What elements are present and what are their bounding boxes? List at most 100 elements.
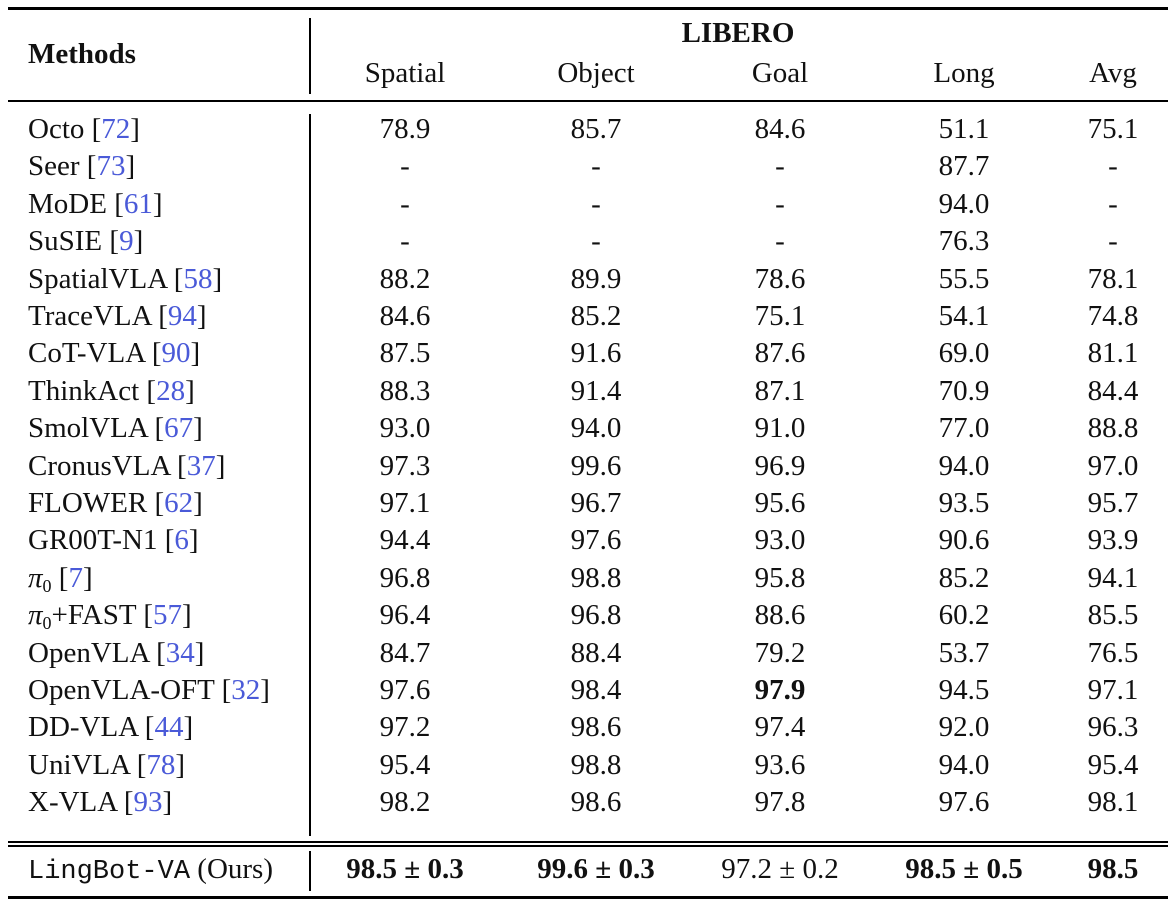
score-cell-long: 94.5 — [938, 674, 990, 706]
score-cell-goal: 87.6 — [754, 337, 806, 370]
score-cell-spatial: 88.2 — [379, 262, 431, 295]
ours-score-avg: 98.5 — [1087, 853, 1139, 885]
score-cell-spatial: 97.3 — [379, 449, 431, 482]
method-label: SpatialVLA — [28, 262, 167, 295]
method-label: CronusVLA — [28, 449, 170, 482]
citation-link[interactable]: [90] — [151, 337, 201, 370]
score-cell-object: 94.0 — [570, 412, 622, 445]
score-cell-long: 76.3 — [938, 225, 990, 258]
score-cell-avg: 75.1 — [1087, 113, 1139, 145]
citation-link[interactable]: [73] — [86, 150, 136, 183]
score-cell-avg: - — [1108, 225, 1118, 258]
score-cell-object: 91.6 — [570, 337, 622, 370]
method-name: Octo [72] — [28, 111, 140, 147]
method-name: CoT-VLA [90] — [28, 335, 200, 371]
citation-link[interactable]: [94] — [158, 300, 207, 332]
score-cell-object: 96.8 — [570, 599, 622, 632]
score-cell-goal: 75.1 — [754, 300, 806, 332]
score-cell-spatial: 94.4 — [379, 524, 431, 557]
score-cell-goal: 87.1 — [754, 374, 806, 407]
method-name: TraceVLA [94] — [28, 298, 207, 334]
methods-header: Methods — [28, 38, 136, 70]
method-name: SpatialVLA [58] — [28, 261, 222, 297]
score-cell-object: 98.8 — [570, 748, 622, 781]
method-name: Seer [73] — [28, 148, 135, 184]
method-name: MoDE [61] — [28, 186, 163, 222]
bottom-rule — [8, 896, 1168, 899]
score-cell-goal: 97.9 — [754, 674, 806, 706]
score-cell-object: 85.7 — [570, 113, 622, 145]
score-cell-goal: 88.6 — [754, 599, 806, 632]
score-cell-object: 98.4 — [570, 674, 622, 706]
header-vline — [309, 18, 311, 94]
citation-link[interactable]: [28] — [146, 374, 195, 407]
citation-link[interactable]: [93] — [123, 786, 173, 819]
score-cell-object: - — [591, 187, 601, 220]
score-cell-avg: 74.8 — [1087, 300, 1139, 332]
score-cell-spatial: - — [400, 187, 410, 220]
score-cell-avg: 76.5 — [1087, 636, 1139, 669]
score-cell-avg: - — [1108, 150, 1118, 183]
score-cell-object: 85.2 — [570, 300, 622, 332]
ours-score-goal: 97.2 ± 0.2 — [721, 853, 839, 885]
citation-link[interactable]: [6] — [164, 524, 199, 557]
citation-link[interactable]: [9] — [109, 225, 144, 258]
ours-rule-top — [8, 841, 1168, 843]
score-cell-spatial: 97.6 — [379, 674, 431, 706]
method-label: SmolVLA — [28, 412, 148, 445]
citation-link[interactable]: [34] — [156, 636, 205, 669]
citation-link[interactable]: [58] — [173, 262, 223, 295]
score-cell-object: 89.9 — [570, 262, 622, 295]
citation-link[interactable]: [78] — [136, 748, 186, 781]
score-cell-spatial: 78.9 — [379, 113, 431, 145]
method-name: DD-VLA [44] — [28, 709, 193, 745]
citation-link[interactable]: [67] — [154, 412, 203, 445]
citation-link[interactable]: [7] — [58, 561, 93, 594]
method-label: GR00T-N1 — [28, 524, 158, 557]
citation-link[interactable]: [37] — [177, 449, 226, 482]
method-label: TraceVLA — [28, 300, 151, 332]
score-cell-goal: 97.4 — [754, 711, 806, 744]
method-name: FLOWER [62] — [28, 485, 203, 521]
method-label: MoDE — [28, 187, 107, 220]
citation-link[interactable]: [61] — [114, 187, 163, 220]
score-cell-spatial: - — [400, 150, 410, 183]
method-label: π — [28, 599, 43, 632]
score-cell-avg: 97.0 — [1087, 449, 1139, 482]
score-cell-avg: 84.4 — [1087, 374, 1139, 407]
score-cell-spatial: 93.0 — [379, 412, 431, 445]
citation-link[interactable]: [32] — [221, 674, 270, 706]
method-label: CoT-VLA — [28, 337, 145, 370]
score-cell-long: 92.0 — [938, 711, 990, 744]
citation-link[interactable]: [44] — [144, 711, 194, 744]
score-cell-spatial: 97.2 — [379, 711, 431, 744]
score-cell-spatial: 95.4 — [379, 748, 431, 781]
method-suffix: +FAST — [51, 599, 137, 632]
method-label: OpenVLA-OFT — [28, 674, 215, 706]
body-vline — [309, 114, 311, 836]
score-cell-goal: 97.8 — [754, 786, 806, 819]
score-cell-object: 99.6 — [570, 449, 622, 482]
citation-link[interactable]: [62] — [154, 487, 203, 519]
score-cell-avg: 85.5 — [1087, 599, 1139, 632]
column-header-long: Long — [933, 57, 995, 89]
method-name: π0+FAST [57] — [28, 597, 192, 641]
ours-label: LingBot-VA — [28, 857, 191, 887]
ours-score-long: 98.5 ± 0.5 — [905, 853, 1023, 885]
score-cell-long: 51.1 — [938, 113, 990, 145]
method-name: SmolVLA [67] — [28, 410, 203, 446]
score-cell-goal: - — [775, 187, 785, 220]
score-cell-long: 93.5 — [938, 487, 990, 519]
citation-link[interactable]: [72] — [91, 113, 140, 145]
ours-rule-top-2 — [8, 845, 1168, 847]
score-cell-goal: - — [775, 225, 785, 258]
libero-header: LIBERO — [681, 17, 795, 49]
score-cell-long: 55.5 — [938, 262, 990, 295]
score-cell-spatial: 96.8 — [379, 561, 431, 594]
citation-link[interactable]: [57] — [143, 599, 192, 632]
score-cell-avg: 78.1 — [1087, 262, 1139, 295]
method-name: X-VLA [93] — [28, 784, 172, 820]
method-name: CronusVLA [37] — [28, 448, 225, 484]
score-cell-avg: 94.1 — [1087, 561, 1139, 594]
score-cell-object: 98.6 — [570, 711, 622, 744]
